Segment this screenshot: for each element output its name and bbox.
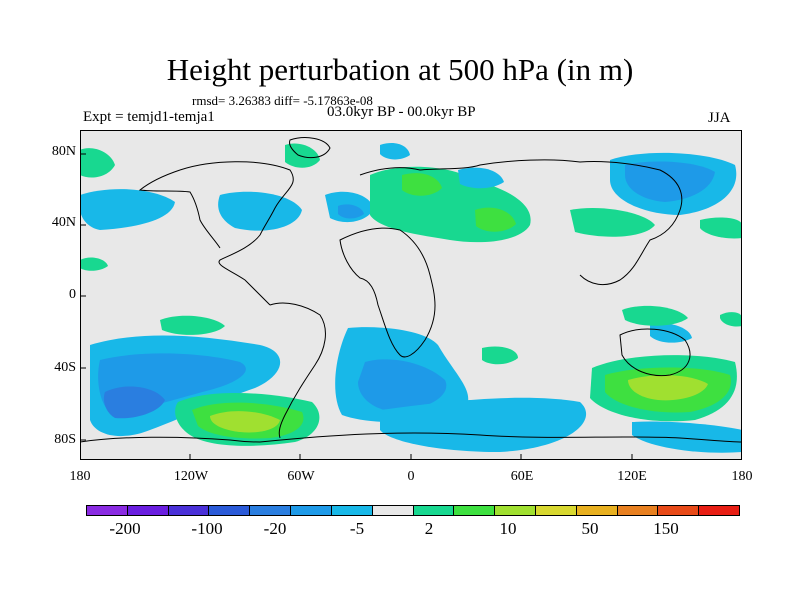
season-label: JJA [708,110,731,127]
colorbar-label: -20 [245,519,305,539]
colorbar-label: 150 [636,519,696,539]
colorbar-label: -100 [177,519,237,539]
colorbar-swatch [128,506,169,515]
lon-label-60e: 60E [492,469,552,485]
colorbar-swatch [454,506,495,515]
lat-label-80n: 80N [30,144,76,160]
colorbar-swatch [291,506,332,515]
lat-label-80s: 80S [30,432,76,448]
colorbar-swatch [87,506,128,515]
colorbar-label: 10 [478,519,538,539]
colorbar-swatch [577,506,618,515]
lat-label-equator: 0 [30,287,76,303]
colorbar-swatch [250,506,291,515]
colorbar-swatch [658,506,699,515]
colorbar-swatch [373,506,414,515]
colorbar-label: 2 [399,519,459,539]
colorbar-swatch [209,506,250,515]
colorbar-swatch [332,506,373,515]
colorbar-swatch [169,506,210,515]
period-label: 03.0kyr BP - 00.0kyr BP [327,104,476,121]
colorbar-label: 50 [560,519,620,539]
map-title: Height perturbation at 500 hPa (in m) [0,52,800,88]
colorbar-swatch [699,506,739,515]
lon-label-180-left: 180 [50,469,110,485]
colorbar-swatch [618,506,659,515]
lon-label-0: 0 [381,469,441,485]
lat-label-40s: 40S [30,360,76,376]
lon-label-180-right: 180 [712,469,772,485]
lon-label-120w: 120W [161,469,221,485]
lon-label-60w: 60W [271,469,331,485]
colorbar-label: -200 [95,519,155,539]
colorbar [86,505,740,516]
experiment-label: Expt = temjd1-temja1 [83,109,215,126]
lat-label-40n: 40N [30,215,76,231]
colorbar-swatch [414,506,455,515]
colorbar-swatch [536,506,577,515]
colorbar-label: -5 [327,519,387,539]
lon-label-120e: 120E [602,469,662,485]
colorbar-swatch [495,506,536,515]
height-perturbation-map [80,130,742,460]
